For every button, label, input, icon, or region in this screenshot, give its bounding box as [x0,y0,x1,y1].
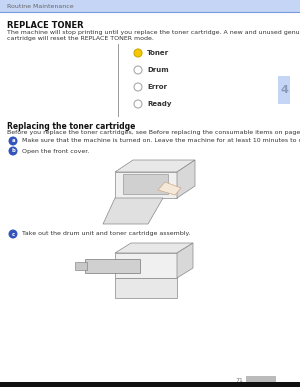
Circle shape [8,147,17,156]
Circle shape [134,49,142,57]
Text: Make sure that the machine is turned on. Leave the machine for at least 10 minut: Make sure that the machine is turned on.… [22,139,300,144]
Polygon shape [115,243,193,253]
Text: Before you replace the toner cartridges, see Before replacing the consumable ite: Before you replace the toner cartridges,… [7,130,300,135]
Circle shape [8,137,17,146]
Polygon shape [115,253,177,278]
Text: Error: Error [147,84,167,90]
Text: a: a [11,139,15,144]
Text: c: c [11,231,15,236]
Polygon shape [115,172,177,198]
FancyBboxPatch shape [0,0,300,12]
Polygon shape [115,278,177,298]
Polygon shape [177,243,193,278]
Polygon shape [158,182,181,195]
Polygon shape [115,160,195,172]
FancyBboxPatch shape [246,376,276,386]
Text: Toner: Toner [147,50,169,56]
Text: cartridge will reset the REPLACE TONER mode.: cartridge will reset the REPLACE TONER m… [7,36,154,41]
Text: Ready: Ready [147,101,172,107]
Text: Replacing the toner cartridge: Replacing the toner cartridge [7,122,135,131]
Text: Routine Maintenance: Routine Maintenance [7,3,74,9]
Polygon shape [103,198,163,224]
Polygon shape [85,259,140,273]
Polygon shape [177,160,195,198]
FancyBboxPatch shape [278,76,290,104]
Text: 71: 71 [235,378,243,384]
Text: Open the front cover.: Open the front cover. [22,149,89,154]
Circle shape [134,100,142,108]
FancyBboxPatch shape [0,382,300,387]
Circle shape [134,66,142,74]
Text: Drum: Drum [147,67,169,73]
FancyBboxPatch shape [75,262,87,270]
Text: b: b [11,149,15,154]
FancyBboxPatch shape [123,174,168,194]
Circle shape [8,229,17,238]
Text: Take out the drum unit and toner cartridge assembly.: Take out the drum unit and toner cartrid… [22,231,190,236]
Text: REPLACE TONER: REPLACE TONER [7,21,84,30]
Text: 4: 4 [280,85,288,95]
Text: The machine will stop printing until you replace the toner cartridge. A new and : The machine will stop printing until you… [7,30,300,35]
Circle shape [134,83,142,91]
